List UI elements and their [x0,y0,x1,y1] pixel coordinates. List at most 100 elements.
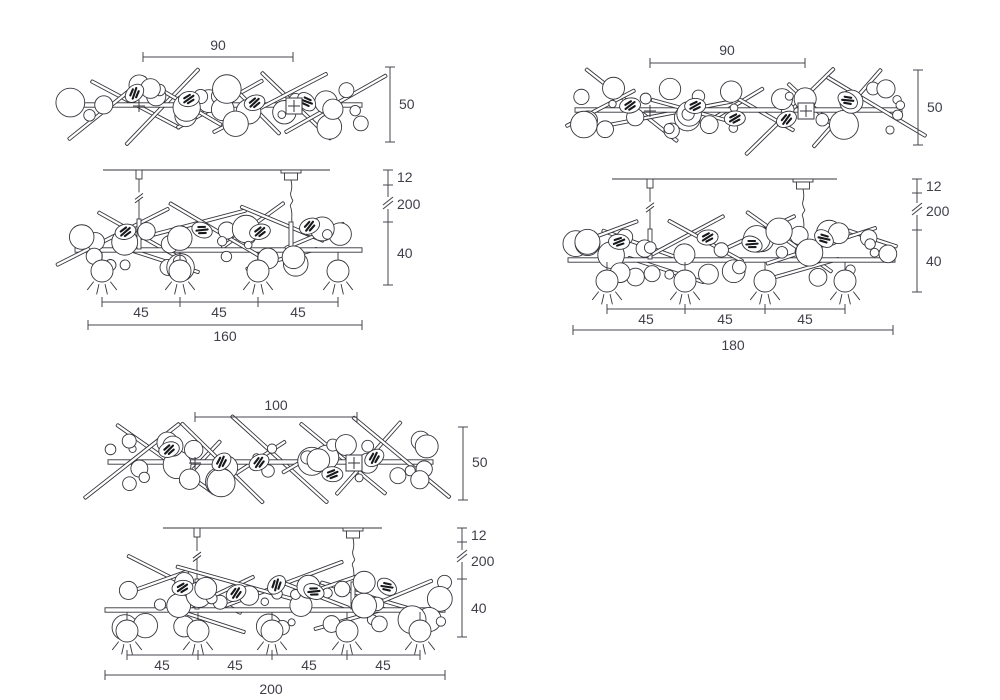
dim-label-segment: 45 [154,657,170,673]
dim-label-top-width: 90 [210,37,226,53]
bulb-socket-detail [267,575,286,595]
cable-break-mark [192,551,202,562]
bulb-socket-detail [741,235,763,253]
glass-sphere [435,616,447,627]
bulb-socket-detail [158,441,180,458]
glass-sphere [352,570,376,594]
dim-label-body: 40 [397,245,413,261]
bulb-socket-detail [376,577,398,596]
bulb-socket-detail [684,97,707,114]
dim-label-canopy: 12 [471,527,487,543]
lamp-shade [115,619,139,643]
glass-sphere [69,224,95,250]
cable-break-mark [645,202,655,213]
dim-label-top-height: 50 [472,454,488,470]
light-ray [349,644,353,655]
canopy-right-flange [342,527,364,532]
light-ray [679,294,683,305]
glass-sphere [815,113,829,127]
glass-sphere [765,217,793,245]
light-ray [252,284,256,295]
glass-sphere [643,265,661,283]
light-ray [242,281,251,291]
glass-sphere [361,439,375,453]
glass-sphere [426,586,453,612]
light-ray [759,294,763,305]
dim-label-segment: 45 [227,657,243,673]
lamp-shade [246,259,270,283]
light-ray [164,281,173,291]
light-ray [852,291,861,301]
canopy-right [284,172,298,181]
top-view-drawing [83,414,452,505]
light-ray [182,284,186,295]
glass-sphere [720,80,743,103]
dim-label-body: 40 [926,253,942,269]
bulb-socket-detail [248,453,270,472]
bulb-socket-detail [191,221,213,239]
lamp-shade [833,269,857,293]
attach-cross-mark [800,105,812,117]
glass-sphere [570,110,598,139]
glass-sphere [94,95,114,115]
dim-label-segment: 45 [133,304,149,320]
glass-sphere [206,468,236,498]
dim-label-canopy: 12 [397,169,413,185]
light-ray [205,641,214,651]
light-ray [96,284,100,295]
glass-sphere [644,241,657,254]
suspension-cable-wavy [351,537,356,583]
light-ray [256,641,265,651]
glass-sphere [864,238,876,250]
glass-sphere [338,82,355,99]
glass-sphere [118,580,138,600]
lamp-shade [326,259,350,283]
light-ray [687,294,691,305]
bulb-socket-detail [225,584,247,602]
lamp-shade [168,259,192,283]
light-ray [174,284,178,295]
dim-label-top-height: 50 [399,96,415,112]
light-ray [829,291,838,301]
light-ray [187,281,196,291]
light-ray [182,641,191,651]
light-ray [104,284,108,295]
glass-sphere [664,269,675,280]
dim-label-canopy: 12 [926,178,942,194]
glass-sphere [784,91,794,101]
light-ray [322,281,331,291]
canopy-left [135,169,143,180]
top-view-drawing [55,67,388,146]
dim-label-body: 40 [471,600,487,616]
light-ray [772,291,781,301]
glass-sphere [306,448,331,472]
glass-sphere [608,99,617,109]
dim-label-total: 200 [259,681,283,697]
glass-sphere [885,125,895,135]
glass-sphere [212,74,242,104]
glass-sphere [895,100,906,110]
front-view-drawing [562,178,898,305]
light-ray [609,294,613,305]
break-mark [911,202,923,216]
glass-sphere [104,443,117,456]
canopy-left [646,178,654,189]
glass-sphere [389,467,407,485]
glass-sphere [663,123,675,135]
glass-sphere [322,98,344,120]
glass-sphere [217,236,228,247]
dim-label-suspension: 200 [471,553,495,569]
light-ray [200,644,204,655]
light-ray [86,281,95,291]
dim-label-segment: 45 [211,304,227,320]
figure-chandelier-180: 90 50 12 200 40 45 45 45 180 [562,42,950,353]
break-mark [456,549,468,563]
glass-sphere [673,243,696,266]
light-ray [341,644,345,655]
glass-sphere [137,222,156,241]
glass-sphere [573,88,590,105]
light-ray [260,284,264,295]
attach-cross-mark [348,457,360,469]
lamp-shade [186,619,210,643]
